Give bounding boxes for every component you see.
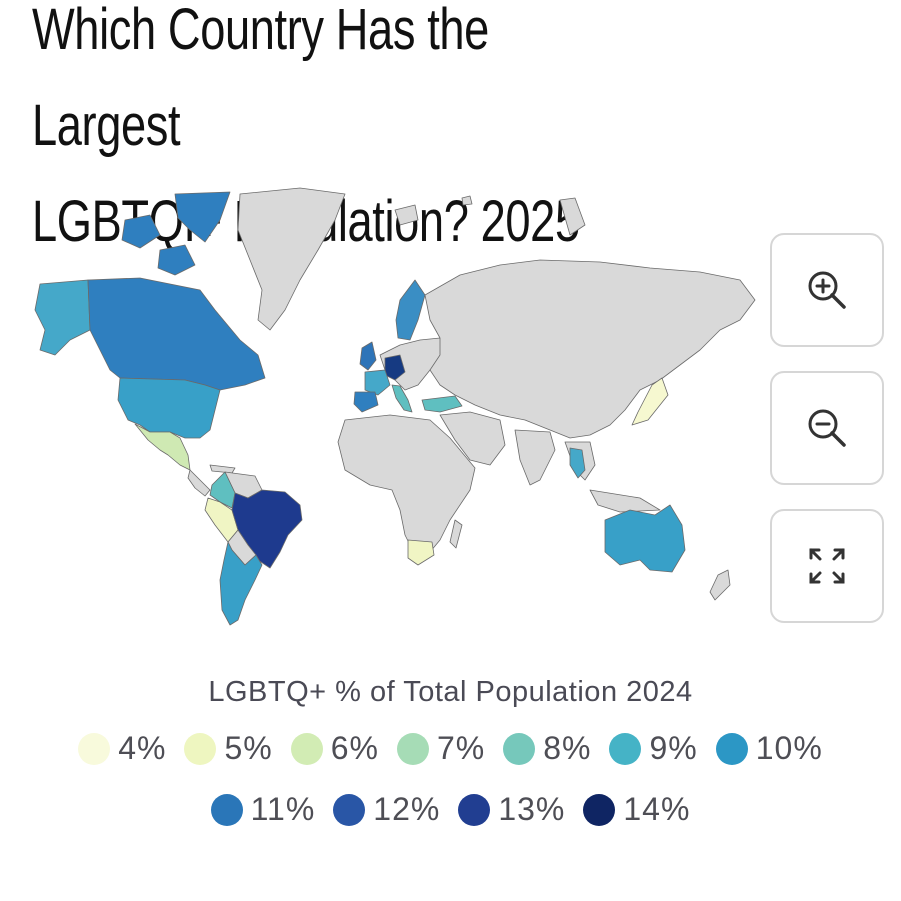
legend-row-1: 4% 5% 6% 7% 8% 9% 10% <box>0 730 901 767</box>
region-turkey[interactable] <box>421 395 463 413</box>
legend-row-2: 11% 12% 13% 14% <box>0 791 901 828</box>
region-sweden[interactable] <box>395 279 426 341</box>
legend-label: 14% <box>623 791 691 827</box>
legend-title: LGBTQ+ % of Total Population 2024 <box>208 676 693 708</box>
legend-item[interactable]: 4% <box>78 730 166 767</box>
legend-swatch <box>210 793 243 826</box>
legend-label: 10% <box>755 730 823 766</box>
legend-item[interactable]: 14% <box>583 791 690 828</box>
legend-label: 6% <box>330 730 379 766</box>
legend-label: 7% <box>436 730 486 766</box>
legend-label: 5% <box>224 730 273 766</box>
legend-swatch <box>184 732 217 765</box>
legend-item[interactable]: 6% <box>290 730 379 767</box>
region-spain[interactable] <box>353 391 379 413</box>
legend-item[interactable]: 12% <box>333 791 440 828</box>
title-line-1: Which Country Has the Largest <box>32 0 489 158</box>
zoom-in-icon <box>808 271 846 309</box>
region-india[interactable] <box>514 429 556 486</box>
legend-label: 8% <box>543 730 592 766</box>
legend-swatch <box>583 793 616 826</box>
zoom-in-button[interactable] <box>770 233 884 347</box>
legend-item[interactable]: 7% <box>396 730 486 767</box>
legend-item[interactable]: 10% <box>715 730 823 767</box>
region-russia-asia[interactable] <box>424 259 756 439</box>
legend-label: 12% <box>373 791 441 827</box>
region-thailand[interactable] <box>569 447 586 479</box>
region-middle-east[interactable] <box>439 411 506 466</box>
legend-label: 11% <box>250 791 316 827</box>
legend-swatch <box>396 732 429 765</box>
page-title: Which Country Has the Largest LGBTQI+ Po… <box>32 0 625 270</box>
legend-item[interactable]: 11% <box>210 791 316 828</box>
legend-swatch <box>715 732 748 765</box>
legend-swatch <box>78 732 111 765</box>
region-italy[interactable] <box>391 384 413 413</box>
legend-label: 4% <box>118 730 167 766</box>
region-alaska[interactable] <box>34 279 91 356</box>
region-south-africa[interactable] <box>407 539 435 566</box>
region-greenland[interactable] <box>237 187 346 331</box>
legend-item[interactable]: 9% <box>609 730 697 767</box>
world-map[interactable] <box>0 180 770 640</box>
legend-item[interactable]: 5% <box>184 730 272 767</box>
zoom-out-icon <box>808 409 846 447</box>
region-arctic-islands[interactable] <box>394 195 586 236</box>
region-united-kingdom[interactable] <box>359 341 377 371</box>
region-united-states[interactable] <box>117 377 221 439</box>
zoom-out-button[interactable] <box>770 371 884 485</box>
region-canadian-arctic[interactable] <box>121 191 231 276</box>
fullscreen-button[interactable] <box>770 509 884 623</box>
legend-label: 9% <box>649 730 698 766</box>
legend-item[interactable]: 8% <box>503 730 591 767</box>
legend-swatch <box>503 732 536 765</box>
region-new-zealand[interactable] <box>709 569 731 601</box>
region-france[interactable] <box>364 369 391 396</box>
legend-swatch <box>609 732 642 765</box>
legend-swatch <box>290 732 323 765</box>
region-japan[interactable] <box>631 377 669 426</box>
legend-item[interactable]: 13% <box>458 791 565 828</box>
world-map-svg[interactable] <box>0 180 770 640</box>
fullscreen-icon <box>809 548 845 584</box>
legend-swatch <box>333 793 366 826</box>
region-argentina[interactable] <box>219 541 263 626</box>
region-australia[interactable] <box>604 504 686 573</box>
region-canada[interactable] <box>87 277 266 391</box>
legend-swatch <box>458 793 491 826</box>
region-madagascar[interactable] <box>449 519 463 549</box>
legend-label: 13% <box>498 791 566 827</box>
